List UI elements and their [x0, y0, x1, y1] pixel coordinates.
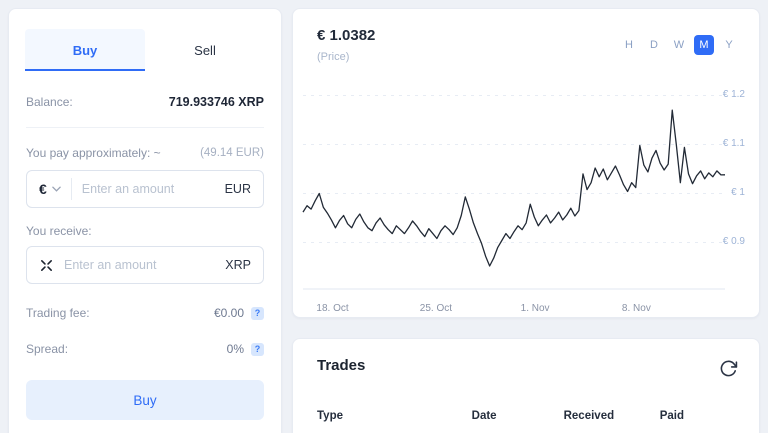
receive-amount-input[interactable]	[64, 258, 218, 272]
receive-label: You receive:	[26, 224, 92, 238]
balance-label: Balance:	[26, 95, 73, 109]
x-axis-label: 1. Nov	[520, 303, 550, 314]
chevron-down-icon	[52, 186, 61, 192]
x-axis-label: 18. Oct	[316, 303, 349, 314]
order-panel: Buy Sell Balance: 719.933746 XRP You pay…	[8, 8, 282, 433]
trades-panel: Trades Type Date Received Paid	[292, 338, 760, 433]
input-divider	[70, 178, 72, 200]
receive-input-box: XRP	[26, 246, 264, 284]
current-price: € 1.0382	[317, 27, 376, 44]
range-button-d[interactable]: D	[644, 35, 664, 55]
buy-sell-tabs: Buy Sell	[25, 29, 265, 71]
spread-label: Spread:	[26, 342, 69, 356]
pay-amount-input[interactable]	[81, 182, 217, 196]
spread-help-icon[interactable]: ?	[251, 342, 264, 356]
price-line-chart	[303, 71, 725, 299]
x-axis-label: 25. Oct	[419, 303, 453, 314]
currency-select[interactable]: €	[39, 181, 61, 197]
range-button-m[interactable]: M	[694, 35, 714, 55]
refresh-icon	[720, 360, 737, 377]
tab-buy[interactable]: Buy	[25, 29, 145, 71]
pay-label: You pay approximately: ~	[26, 146, 161, 160]
column-header-received: Received	[563, 410, 615, 422]
column-header-type: Type	[317, 410, 343, 422]
trades-title: Trades	[317, 357, 366, 374]
column-header-paid: Paid	[659, 410, 685, 422]
spread-value: 0%	[226, 342, 244, 356]
pay-input-box: € EUR	[26, 170, 264, 208]
x-axis-label: 8. Nov	[621, 303, 651, 314]
refresh-button[interactable]	[715, 357, 741, 383]
price-chart: € 1.2 € 1.1 € 1 € 0.9 18. Oct 25. Oct 1. Nov 8…	[303, 71, 745, 314]
trading-fee-help-icon[interactable]: ?	[251, 306, 264, 320]
column-header-date: Date	[471, 410, 497, 422]
y-axis-label: € 0.9	[722, 236, 745, 248]
buy-submit-button[interactable]: Buy	[26, 380, 264, 420]
trading-fee-value: €0.00	[213, 306, 244, 320]
range-button-w[interactable]: W	[669, 35, 689, 55]
price-subtitle: (Price)	[317, 51, 350, 63]
pay-currency-suffix: EUR	[224, 182, 251, 196]
y-axis-label: € 1.2	[722, 89, 745, 101]
receive-currency-suffix: XRP	[225, 258, 251, 272]
balance-value: 719.933746 XRP	[168, 95, 264, 109]
divider	[26, 127, 264, 128]
range-button-y[interactable]: Y	[719, 35, 739, 55]
euro-symbol: €	[39, 181, 47, 197]
trades-table-header: Type Date Received Paid	[317, 410, 735, 422]
pay-approx-value: (49.14 EUR)	[200, 147, 264, 159]
xrp-icon	[41, 259, 52, 271]
y-axis-label: € 1	[731, 187, 745, 199]
trading-fee-label: Trading fee:	[26, 306, 90, 320]
tab-sell[interactable]: Sell	[145, 29, 265, 71]
range-button-h[interactable]: H	[619, 35, 639, 55]
y-axis-label: € 1.1	[722, 138, 745, 150]
order-form: Balance: 719.933746 XRP You pay approxim…	[9, 71, 281, 420]
